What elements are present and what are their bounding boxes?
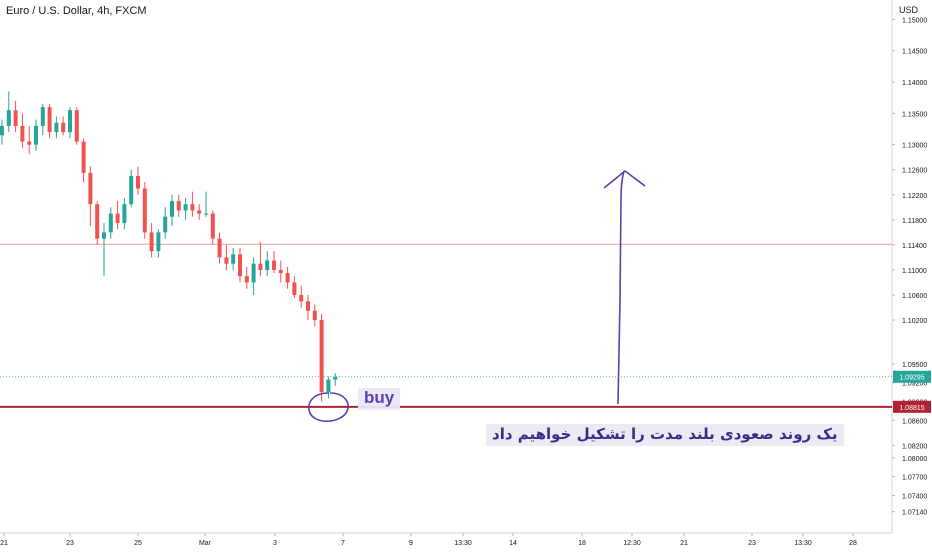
candle-body (81, 141, 86, 173)
y-tick-label: 1.12200 (902, 193, 927, 200)
candle-body (68, 110, 72, 133)
x-tick-label: 18 (578, 540, 586, 547)
x-tick-label: 3 (273, 540, 277, 547)
forecast-arrow-shaft (617, 170, 625, 405)
y-tick-label: 1.10600 (902, 293, 927, 300)
candle-body (183, 204, 188, 211)
candle-body (210, 213, 215, 239)
y-tick-label: 1.10200 (902, 318, 927, 325)
forecast-note: یک روند صعودی بلند مدت را تشکیل خواهیم د… (486, 424, 844, 446)
y-tick-label: 1.11000 (902, 268, 927, 275)
candle-body (13, 110, 18, 126)
y-tick-label: 1.07400 (902, 493, 927, 500)
candle-body (74, 110, 79, 142)
candle-body (129, 175, 134, 205)
x-tick-label: 21 (0, 540, 8, 547)
y-tick-label: 1.14500 (902, 49, 927, 56)
x-tick-label: Mar (199, 540, 212, 547)
y-tick-label: 1.07700 (902, 475, 927, 482)
candle-body (190, 204, 195, 211)
candle-body (258, 263, 263, 270)
candle-body (54, 122, 59, 133)
candle-body (176, 201, 181, 211)
candle-body (292, 282, 297, 296)
candle-body (333, 377, 338, 380)
y-tick-label: 1.11800 (902, 218, 927, 225)
x-tick-label: 13:30 (454, 540, 472, 547)
candle-body (95, 204, 100, 239)
y-tick-label: 1.07140 (902, 510, 927, 517)
candle-body (88, 172, 93, 205)
support-price-label: 1.08815 (899, 405, 924, 412)
candle-body (244, 276, 249, 283)
y-tick-label: 1.13000 (902, 143, 927, 150)
candle-body (34, 125, 38, 145)
x-tick-label: 14 (509, 540, 517, 547)
candle-body (285, 273, 290, 283)
candle-body (231, 254, 236, 264)
y-tick-label: 1.11400 (902, 243, 927, 250)
y-tick-label: 1.13500 (902, 111, 927, 118)
x-tick-label: 9 (409, 540, 413, 547)
candle-body (136, 175, 140, 189)
y-tick-label: 1.08200 (902, 443, 927, 450)
candle-body (306, 301, 310, 311)
candle-body (319, 320, 324, 393)
y-tick-label: 1.08600 (902, 418, 927, 425)
candle-body (312, 310, 317, 321)
forecast-arrow-head (603, 169, 646, 189)
x-tick-label: 7 (341, 540, 345, 547)
y-tick-label: 1.09500 (902, 362, 927, 369)
candle-body (27, 141, 32, 145)
y-tick-label: 1.08000 (902, 456, 927, 463)
candle-body (278, 269, 283, 274)
candle-body (122, 204, 127, 223)
candle-body (272, 260, 276, 270)
buy-annotation: buy (358, 388, 401, 410)
y-tick-label: 1.12600 (902, 168, 927, 175)
candle-body (326, 379, 331, 393)
candle-body (142, 188, 147, 233)
candle-body (156, 232, 161, 252)
x-tick-label: 25 (134, 540, 142, 547)
candle-body (115, 213, 120, 223)
x-tick-label: 12:30 (623, 540, 641, 547)
x-tick-label: 21 (680, 540, 688, 547)
candle-body (108, 213, 113, 233)
y-tick-label: 1.15000 (902, 17, 927, 24)
support-price-badge (893, 400, 931, 413)
candle-body (197, 210, 202, 214)
candle-body (0, 125, 4, 136)
candle-body (238, 254, 242, 277)
x-tick-label: 28 (849, 540, 857, 547)
candle-body (20, 125, 25, 142)
y-tick-label: 1.14000 (902, 80, 927, 87)
y-tick-label: 1.09200 (902, 381, 927, 388)
buy-circle (308, 392, 349, 423)
candle-body (251, 263, 256, 283)
candle-body (204, 213, 208, 215)
candle-body (149, 232, 154, 252)
candle-body (265, 260, 270, 270)
candle-body (299, 295, 304, 302)
symbol-title: Euro / U.S. Dollar, 4h, FXCM (6, 5, 147, 17)
candle-body (6, 110, 11, 126)
last-price-badge (893, 370, 931, 383)
candle-body (170, 201, 174, 217)
candle-body (102, 232, 106, 239)
x-tick-label: 23 (66, 540, 74, 547)
candle-body (40, 107, 45, 126)
candle-body (163, 216, 168, 233)
candle-body (217, 238, 222, 258)
candle-body (61, 122, 66, 133)
x-tick-label: 23 (748, 540, 756, 547)
candle-body (224, 257, 229, 264)
last-price-label: 1.09295 (899, 375, 924, 382)
x-tick-label: 13:30 (794, 540, 812, 547)
candle-body (47, 107, 52, 133)
currency-label: USD (898, 5, 918, 15)
